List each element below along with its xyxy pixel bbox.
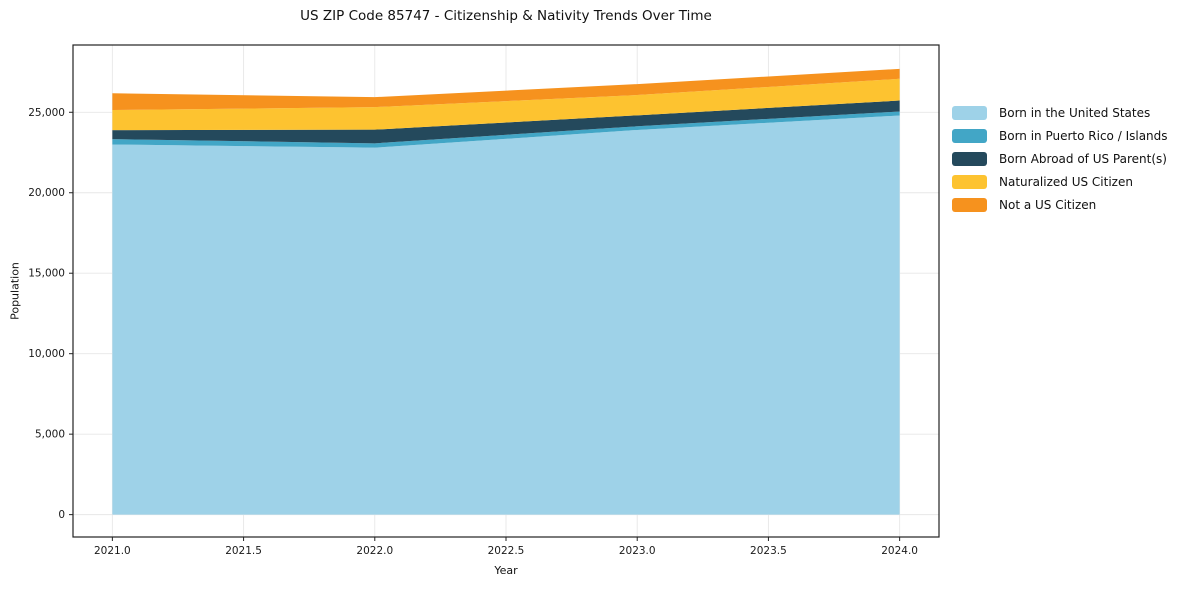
legend-swatch-born-abroad bbox=[952, 152, 987, 166]
area-not-a-us-citizen bbox=[112, 68, 900, 111]
legend-label: Naturalized US Citizen bbox=[999, 175, 1133, 189]
area-born-abroad-of-us-parent-s bbox=[112, 100, 900, 144]
x-tick-label: 2021.5 bbox=[225, 545, 262, 557]
y-tick-label: 25,000 bbox=[28, 107, 65, 119]
legend-item-not-citizen: Not a US Citizen bbox=[952, 196, 1168, 214]
y-axis-label: Population bbox=[8, 262, 22, 320]
x-tick-label: 2023.0 bbox=[619, 545, 656, 557]
legend-label: Born in Puerto Rico / Islands bbox=[999, 129, 1168, 143]
y-tick-label: 5,000 bbox=[35, 429, 65, 441]
legend-item-born-abroad: Born Abroad of US Parent(s) bbox=[952, 150, 1168, 168]
legend: Born in the United States Born in Puerto… bbox=[952, 104, 1168, 214]
legend-label: Born in the United States bbox=[999, 106, 1151, 120]
y-tick-label: 20,000 bbox=[28, 187, 65, 199]
x-tick-label: 2022.5 bbox=[488, 545, 525, 557]
legend-label: Born Abroad of US Parent(s) bbox=[999, 152, 1167, 166]
x-tick-label: 2021.0 bbox=[94, 545, 131, 557]
y-tick-label: 10,000 bbox=[28, 348, 65, 360]
chart-title: US ZIP Code 85747 - Citizenship & Nativi… bbox=[300, 8, 712, 24]
legend-swatch-not-citizen bbox=[952, 198, 987, 212]
area-naturalized-us-citizen bbox=[112, 78, 900, 131]
legend-item-naturalized: Naturalized US Citizen bbox=[952, 173, 1168, 191]
y-tick-label: 0 bbox=[58, 509, 65, 521]
x-tick-label: 2023.5 bbox=[750, 545, 787, 557]
area-born-in-puerto-rico-islands bbox=[112, 111, 900, 148]
legend-swatch-puerto-rico-islands bbox=[952, 129, 987, 143]
area-born-in-the-united-states bbox=[112, 115, 900, 515]
legend-swatch-born-in-us bbox=[952, 106, 987, 120]
legend-swatch-naturalized bbox=[952, 175, 987, 189]
legend-item-born-in-us: Born in the United States bbox=[952, 104, 1168, 122]
x-tick-label: 2024.0 bbox=[881, 545, 918, 557]
x-tick-label: 2022.0 bbox=[356, 545, 393, 557]
legend-item-puerto-rico-islands: Born in Puerto Rico / Islands bbox=[952, 127, 1168, 145]
legend-label: Not a US Citizen bbox=[999, 198, 1097, 212]
x-axis-label: Year bbox=[494, 564, 518, 577]
y-tick-label: 15,000 bbox=[28, 268, 65, 280]
